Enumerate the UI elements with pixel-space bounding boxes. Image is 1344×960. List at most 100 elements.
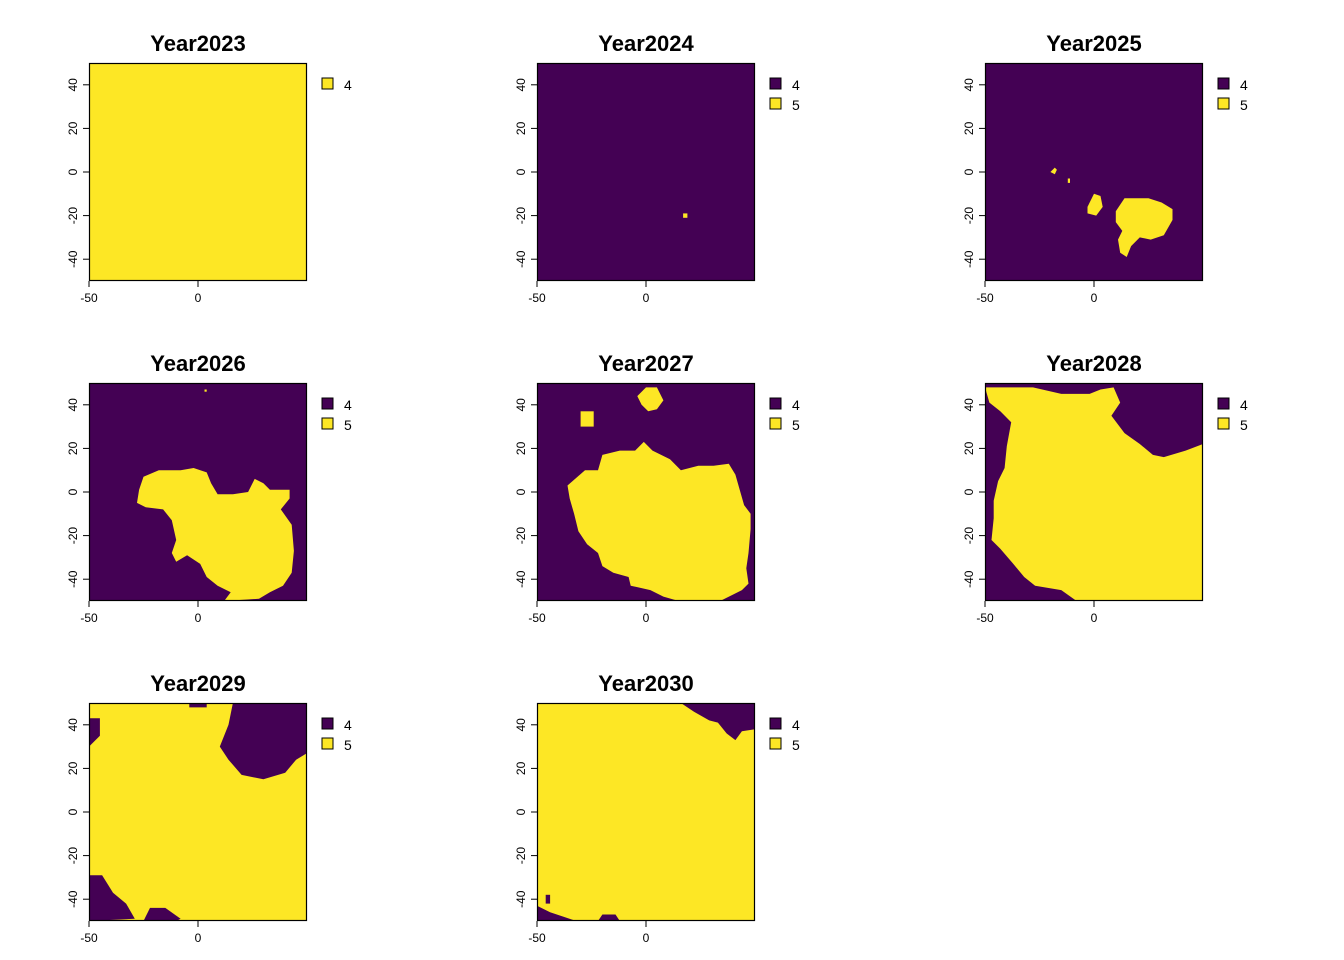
legend-swatch-5	[321, 737, 334, 750]
raster-patch-0	[1050, 167, 1057, 175]
raster-background	[985, 63, 1203, 281]
y-tick-label: -40	[66, 570, 80, 588]
legend-swatch-5	[321, 417, 334, 430]
raster-patch-1	[637, 387, 664, 412]
y-tick-label: 20	[962, 121, 976, 135]
y-tick-label: 40	[66, 78, 80, 92]
y-tick-label: 0	[66, 488, 80, 495]
y-tick-label: -40	[66, 890, 80, 908]
raster-patches	[985, 387, 1203, 601]
raster-patch-1	[89, 718, 100, 747]
legend-swatch-5	[1217, 97, 1230, 110]
raster-patch-0	[680, 703, 755, 741]
y-tick-label: -40	[514, 570, 528, 588]
x-tick-label: -50	[80, 611, 98, 625]
x-tick-label: -50	[976, 611, 994, 625]
legend-label-5: 5	[344, 737, 352, 753]
legend-label-4: 4	[792, 397, 800, 413]
raster-patch-0	[567, 441, 751, 601]
legend-swatch-5	[769, 97, 782, 110]
plot-frame	[88, 382, 308, 602]
y-tick-label: 0	[66, 808, 80, 815]
panel-title: Year2029	[150, 671, 245, 696]
legend-label-5: 5	[792, 417, 800, 433]
raster-background	[537, 703, 755, 921]
raster-patch-0	[137, 468, 294, 601]
map-panel-Year2023: Year2023 -50 0 40 20 0 -20 -40 4	[66, 31, 352, 305]
legend-swatch-4	[321, 77, 334, 90]
x-tick-label: 0	[195, 931, 202, 945]
raster-patch-0	[683, 213, 688, 218]
y-tick-label: 40	[514, 398, 528, 412]
map-panel-Year2024: Year2024 -50 0 40 20 0 -20 -40 4 5	[514, 31, 800, 305]
raster-patch-1	[537, 905, 577, 921]
legend-label-4: 4	[344, 717, 352, 733]
plot-frame	[88, 702, 308, 922]
x-tick-label: 0	[643, 931, 650, 945]
y-tick-label: 0	[514, 168, 528, 175]
x-tick-label: -50	[976, 291, 994, 305]
map-panel-Year2030: Year2030 -50 0 40 20 0 -20 -40 4 5	[514, 671, 800, 945]
plot-frame	[536, 62, 756, 282]
y-tick-label: -20	[66, 527, 80, 545]
y-tick-label: -20	[962, 527, 976, 545]
y-tick-label: 0	[514, 808, 528, 815]
raster-patches	[137, 389, 294, 601]
legend-swatch-4	[769, 77, 782, 90]
raster-patches	[537, 703, 755, 921]
y-tick-label: -20	[514, 207, 528, 225]
raster-patches	[567, 387, 751, 601]
raster-patch-2	[89, 875, 135, 921]
y-tick-label: 20	[514, 761, 528, 775]
y-tick-label: 40	[66, 398, 80, 412]
x-tick-label: 0	[195, 611, 202, 625]
legend-swatch-4	[1217, 397, 1230, 410]
raster-patch-0	[985, 387, 1203, 601]
x-tick-label: 0	[195, 291, 202, 305]
map-panel-Year2028: Year2028 -50 0 40 20 0 -20 -40 4 5	[962, 351, 1248, 625]
x-tick-label: -50	[528, 611, 546, 625]
y-tick-label: -20	[66, 847, 80, 865]
y-tick-label: -40	[962, 250, 976, 268]
raster-patch-0	[219, 703, 307, 780]
map-panel-Year2029: Year2029 -50 0 40 20 0 -20 -40 4 5	[66, 671, 352, 945]
legend-swatch-4	[769, 397, 782, 410]
legend-label-5: 5	[792, 97, 800, 113]
raster-patches	[1050, 167, 1173, 257]
x-tick-label: 0	[643, 611, 650, 625]
y-tick-label: 0	[962, 488, 976, 495]
raster-patch-3	[1115, 198, 1173, 257]
y-tick-label: 20	[66, 761, 80, 775]
legend-label-4: 4	[344, 397, 352, 413]
x-tick-label: 0	[643, 291, 650, 305]
legend-swatch-4	[321, 397, 334, 410]
legend-swatch-5	[769, 737, 782, 750]
y-tick-label: 40	[962, 398, 976, 412]
plot-frame	[984, 62, 1204, 282]
map-panel-Year2025: Year2025 -50 0 40 20 0 -20 -40 4 5	[962, 31, 1248, 305]
raster-patch-2	[598, 914, 620, 921]
legend-label-5: 5	[1240, 417, 1248, 433]
plot-frame	[536, 702, 756, 922]
panel-title: Year2028	[1046, 351, 1141, 376]
raster-patch-3	[545, 894, 551, 904]
legend-label-4: 4	[792, 717, 800, 733]
legend-swatch-4	[1217, 77, 1230, 90]
panel-title: Year2025	[1046, 31, 1141, 56]
x-tick-label: -50	[80, 931, 98, 945]
legend-label-4: 4	[1240, 77, 1248, 93]
y-tick-label: -20	[514, 527, 528, 545]
raster-patch-1	[1067, 178, 1070, 183]
panel-title: Year2023	[150, 31, 245, 56]
raster-patches	[683, 213, 688, 218]
plot-frame	[536, 382, 756, 602]
legend-swatch-4	[769, 717, 782, 730]
panel-title: Year2027	[598, 351, 693, 376]
y-tick-label: 40	[66, 718, 80, 732]
raster-patch-2	[580, 411, 594, 427]
raster-patch-1	[204, 389, 207, 392]
legend-label-5: 5	[792, 737, 800, 753]
map-panel-Year2026: Year2026 -50 0 40 20 0 -20 -40 4 5	[66, 351, 352, 625]
legend-label-5: 5	[344, 417, 352, 433]
